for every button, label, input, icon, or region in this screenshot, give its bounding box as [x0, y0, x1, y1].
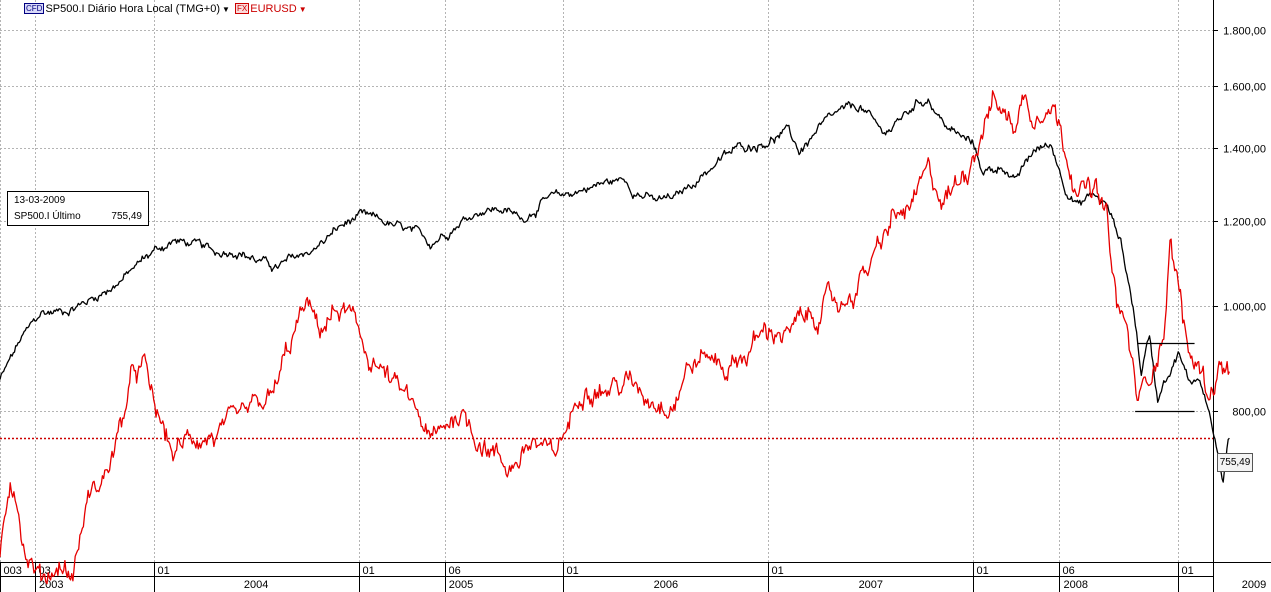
chevron-down-icon[interactable]: ▼: [298, 5, 307, 14]
y-tick-label: 1.400,00: [1223, 144, 1266, 156]
y-tick-label: 1.200,00: [1223, 217, 1266, 229]
x-year-label: 2008: [1063, 579, 1087, 591]
data-window: 13-03-2009 SP500.I Último 755,49: [7, 191, 149, 226]
data-window-value: 755,49: [111, 211, 142, 222]
y-axis-ticks: 800,00 1.000,00 1.200,00 1.400,00 1.600,00 1.…: [1213, 26, 1266, 419]
y-tick-label: 1.000,00: [1223, 302, 1266, 314]
x-year-label: 2006: [654, 579, 678, 591]
x-year-label: 2005: [449, 579, 473, 591]
x-year-label: 2007: [859, 579, 883, 591]
legend-sp500[interactable]: CFD SP500.I Diário Hora Local (TMG+0) ▼: [24, 3, 230, 15]
x-month-label: 01: [158, 565, 170, 577]
x-month-label: 06: [449, 565, 461, 577]
vertical-gridlines: [0, 0, 1179, 562]
x-year-label: 2004: [244, 579, 268, 591]
annotation-lines: [1135, 342, 1195, 413]
y-tick-label: 800,00: [1232, 407, 1266, 419]
x-year-label: 2003: [39, 579, 63, 591]
chevron-down-icon[interactable]: ▼: [222, 5, 230, 14]
x-month-label: 003: [4, 565, 22, 577]
legend-sp500-label: SP500.I Diário Hora Local (TMG+0): [45, 3, 220, 15]
x-month-label: 06: [1063, 565, 1075, 577]
legend-eurusd[interactable]: FX EURUSD ▼: [235, 3, 307, 15]
fx-icon: FX: [235, 3, 250, 14]
y-tick-label: 1.600,00: [1223, 82, 1266, 94]
x-month-label: 01: [567, 565, 579, 577]
x-month-label: 01: [772, 565, 784, 577]
x-month-label: 01: [363, 565, 375, 577]
data-window-date: 13-03-2009: [14, 195, 66, 206]
series-line-sp500i: [0, 98, 1230, 483]
data-window-label: SP500.I Último: [14, 211, 81, 222]
x-month-label: 01: [1182, 565, 1194, 577]
legend-eurusd-label: EURUSD: [250, 3, 297, 15]
cfd-icon: CFD: [24, 3, 45, 14]
x-year-label: 2009: [1242, 579, 1266, 591]
y-tick-label: 1.800,00: [1223, 26, 1266, 38]
last-price-tag: 755,49: [1217, 453, 1253, 472]
x-month-label: 01: [977, 565, 989, 577]
